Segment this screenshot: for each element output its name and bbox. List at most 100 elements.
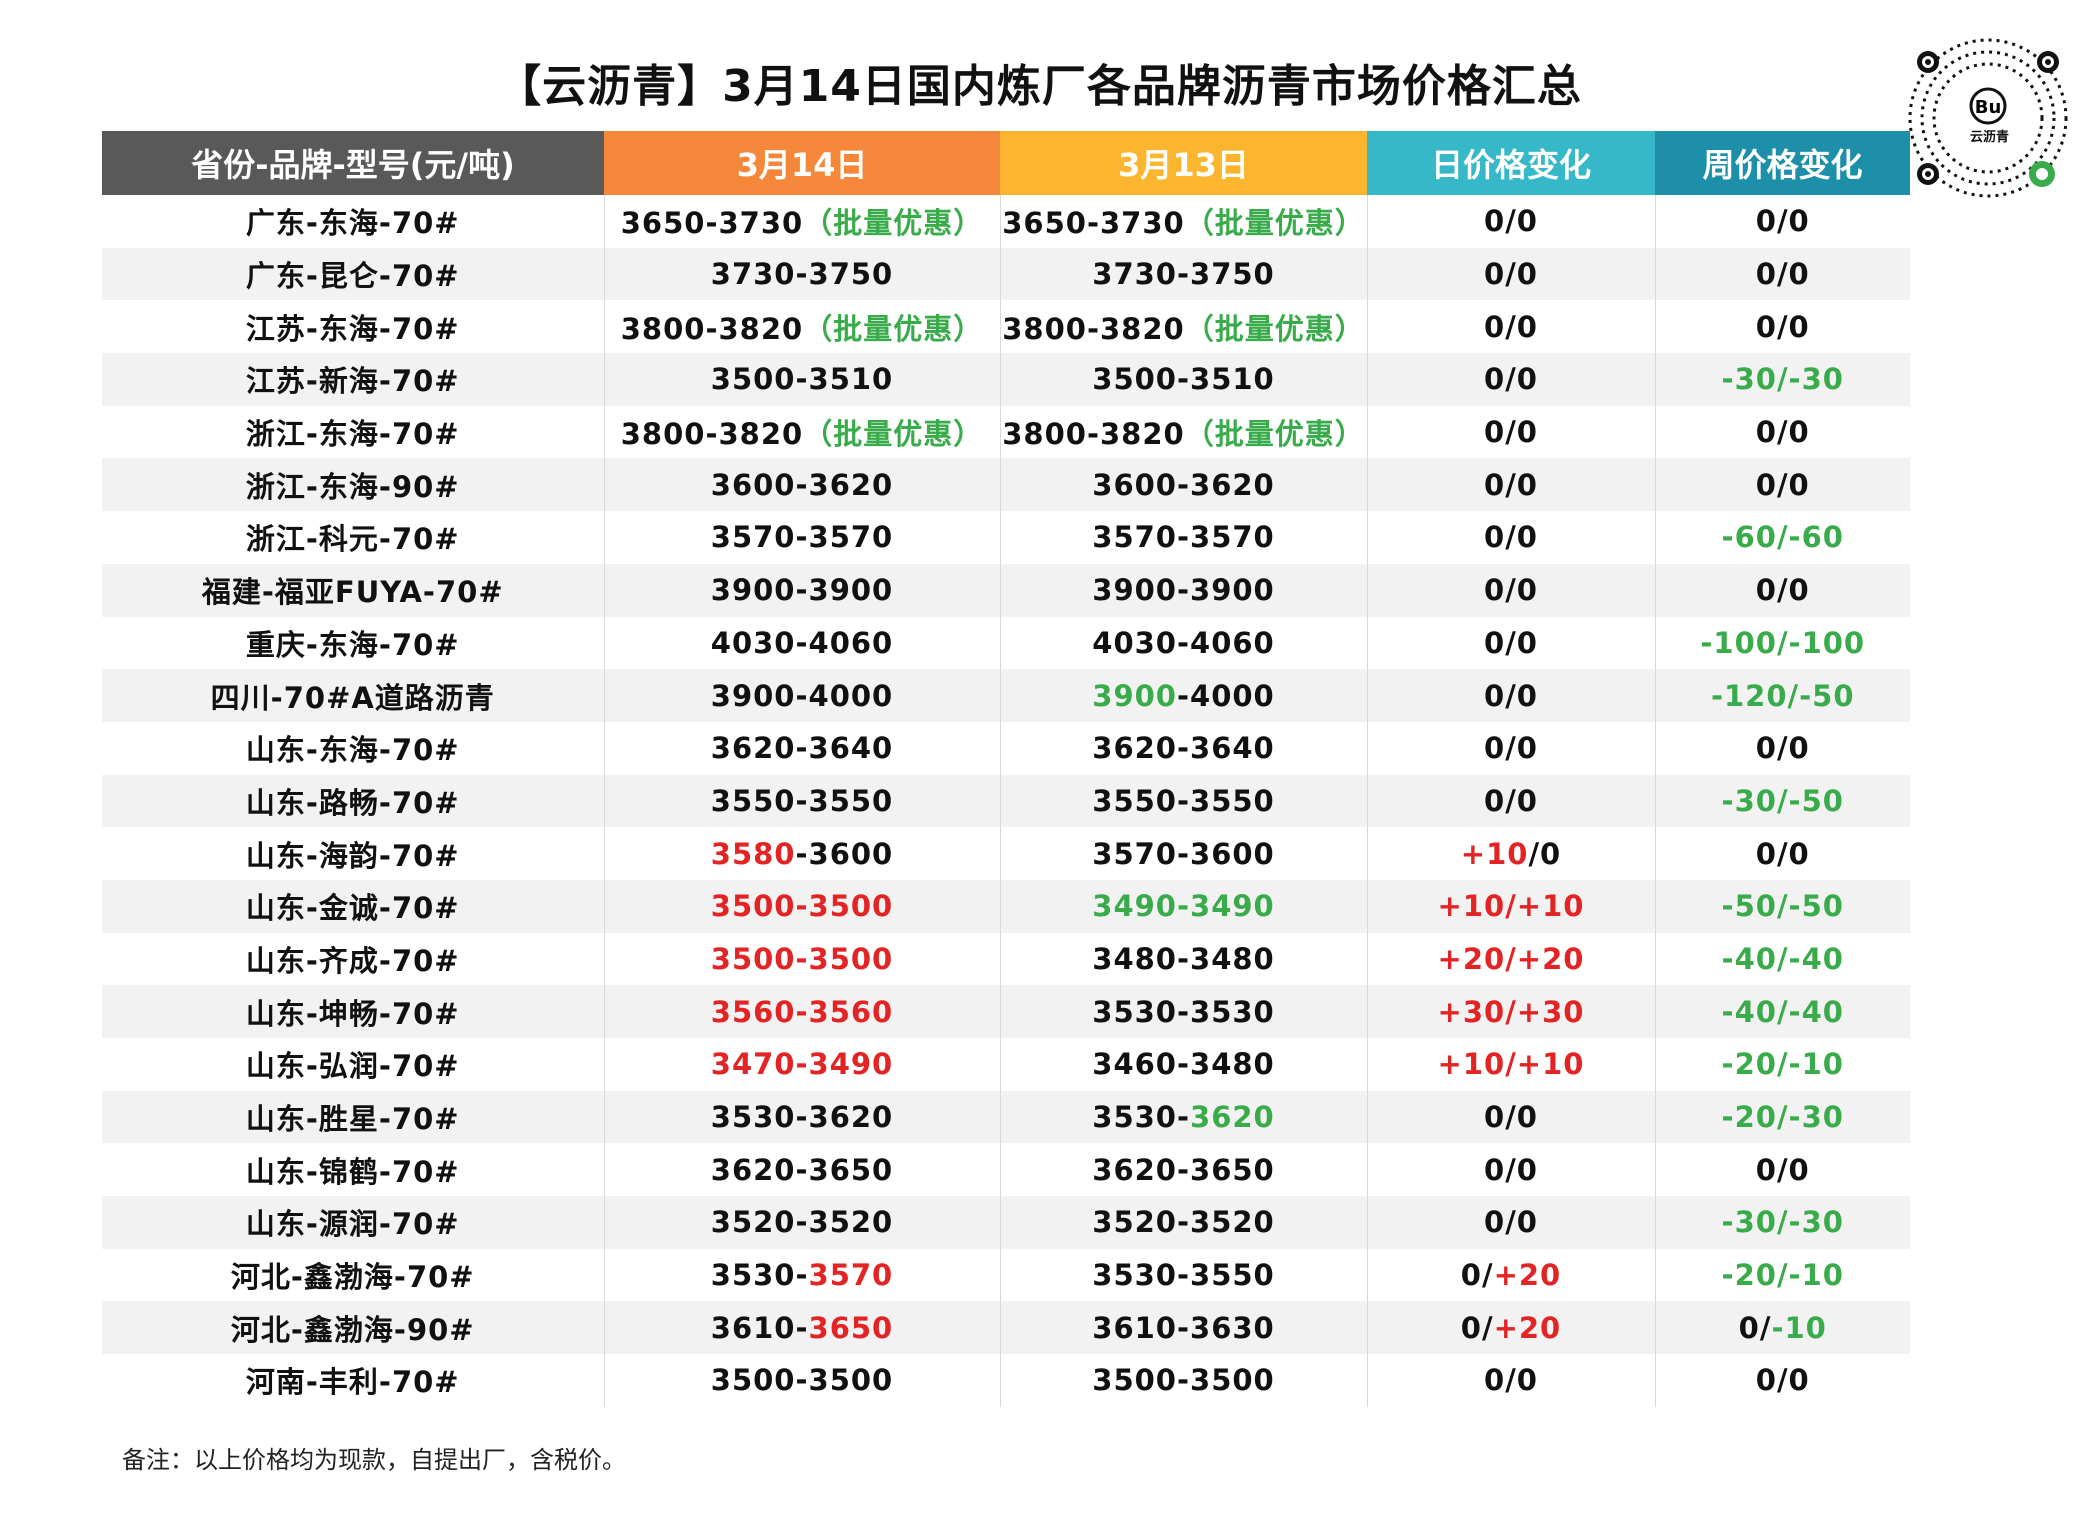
cell-text: 3470-3490 bbox=[710, 1047, 894, 1082]
table-row: 山东-海韵-70# 3580-3600 3570-3600 +10/0 0/0 bbox=[102, 827, 1910, 880]
cell-text: -50/-50 bbox=[1721, 889, 1844, 924]
cell-text: 3730-3750 bbox=[710, 257, 894, 292]
price-mar13-cell: 3460-3480 bbox=[1000, 1038, 1368, 1091]
brand-cell: 河北-鑫渤海-90# bbox=[102, 1301, 605, 1355]
logo-text: 云沥青 bbox=[1970, 130, 2010, 145]
price-mar13-cell: 3900-3900 bbox=[1000, 563, 1368, 617]
price-mar13-cell: 3800-3820（批量优惠） bbox=[1000, 300, 1368, 354]
cell-text: （批量优惠） bbox=[803, 206, 984, 241]
weekly-change-cell: -40/-40 bbox=[1655, 933, 1910, 986]
cell-text: 4030-4060 bbox=[710, 625, 894, 660]
cell-text: （批量优惠） bbox=[803, 417, 984, 452]
cell-text: 0/0 bbox=[1484, 415, 1538, 450]
cell-text: +10/+10 bbox=[1437, 1047, 1585, 1082]
price-mar14-cell: 4030-4060 bbox=[604, 616, 1001, 670]
header-mar-13: 3月13日 bbox=[1000, 131, 1367, 195]
cell-text: +30/+30 bbox=[1437, 994, 1585, 1029]
price-mar13-cell: 3900-4000 bbox=[1000, 669, 1368, 722]
daily-change-cell: +20/+20 bbox=[1367, 932, 1656, 986]
cell-text: 3650-3730 bbox=[620, 206, 804, 241]
weekly-change-cell: 0/0 bbox=[1655, 563, 1910, 617]
daily-change-cell: 0/0 bbox=[1367, 1143, 1656, 1197]
price-mar14-cell: 3610-3650 bbox=[604, 1301, 1001, 1355]
cell-text: 0/0 bbox=[1755, 836, 1810, 871]
table-header-row: 省份-品牌-型号(元/吨) 3月14日 3月13日 日价格变化 周价格变化 bbox=[102, 131, 1910, 195]
price-mar13-cell: 3600-3620 bbox=[1000, 458, 1368, 512]
price-mar14-cell: 3650-3730（批量优惠） bbox=[604, 195, 1001, 248]
cell-text: 0/0 bbox=[1484, 1205, 1538, 1240]
cell-text: -3600 bbox=[795, 836, 894, 871]
cell-text: 3570 bbox=[808, 1258, 894, 1293]
price-mar14-cell: 3530-3570 bbox=[604, 1248, 1001, 1302]
price-mar14-cell: 3530-3620 bbox=[604, 1090, 1001, 1144]
cell-text: 0/0 bbox=[1484, 362, 1538, 397]
table-row: 山东-路畅-70# 3550-3550 3550-3550 0/0 -30/-50 bbox=[102, 774, 1910, 828]
price-table: 省份-品牌-型号(元/吨) 3月14日 3月13日 日价格变化 周价格变化 广东… bbox=[102, 131, 1910, 1407]
daily-change-cell: 0/0 bbox=[1367, 1354, 1656, 1407]
cell-text: -20/-10 bbox=[1721, 1047, 1844, 1082]
cell-text: -30/-30 bbox=[1721, 362, 1844, 397]
weekly-change-cell: 0/0 bbox=[1655, 406, 1910, 459]
cell-text: 3620-3650 bbox=[1092, 1152, 1275, 1187]
weekly-change-cell: -120/-50 bbox=[1655, 669, 1910, 722]
cell-text: 4030-4060 bbox=[1092, 625, 1275, 660]
price-mar13-cell: 3570-3600 bbox=[1000, 827, 1368, 880]
brand-cell: 山东-胜星-70# bbox=[102, 1090, 605, 1144]
cell-text: -4000 bbox=[1176, 678, 1275, 713]
cell-text: -120/-50 bbox=[1710, 678, 1855, 713]
cell-text: 3600-3620 bbox=[1092, 467, 1275, 502]
weekly-change-cell: -100/-100 bbox=[1655, 617, 1910, 670]
price-mar14-cell: 3500-3500 bbox=[604, 932, 1001, 986]
price-mar14-cell: 3730-3750 bbox=[604, 247, 1001, 301]
cell-text: 3620 bbox=[1190, 1100, 1275, 1135]
daily-change-cell: 0/0 bbox=[1367, 774, 1656, 828]
brand-cell: 山东-东海-70# bbox=[102, 721, 605, 775]
cell-text: 0/0 bbox=[1484, 1100, 1538, 1135]
price-mar14-cell: 3600-3620 bbox=[604, 458, 1001, 512]
price-mar13-cell: 3480-3480 bbox=[1000, 932, 1368, 986]
daily-change-cell: 0/+20 bbox=[1367, 1301, 1656, 1355]
weekly-change-cell: -50/-50 bbox=[1655, 879, 1910, 933]
cell-text: 3500-3510 bbox=[710, 362, 894, 397]
table-row: 重庆-东海-70# 4030-4060 4030-4060 0/0 -100/-100 bbox=[102, 616, 1910, 670]
price-mar13-cell: 3620-3650 bbox=[1000, 1143, 1368, 1197]
table-row: 河南-丰利-70# 3500-3500 3500-3500 0/0 0/0 bbox=[102, 1354, 1910, 1407]
svg-text:Bu: Bu bbox=[1975, 97, 2002, 118]
table-row: 山东-齐成-70# 3500-3500 3480-3480 +20/+20 -40/-4… bbox=[102, 932, 1910, 986]
cell-text: 3900-3900 bbox=[710, 573, 894, 608]
weekly-change-cell: 0/0 bbox=[1655, 300, 1910, 353]
cell-text: （批量优惠） bbox=[803, 311, 984, 346]
weekly-change-cell: -30/-30 bbox=[1655, 353, 1910, 406]
price-mar14-cell: 3900-3900 bbox=[604, 563, 1001, 617]
cell-text: 3480-3480 bbox=[1092, 941, 1275, 976]
table-row: 山东-锦鹤-70# 3620-3650 3620-3650 0/0 0/0 bbox=[102, 1143, 1910, 1197]
price-mar13-cell: 3500-3510 bbox=[1000, 353, 1368, 406]
daily-change-cell: 0/0 bbox=[1367, 353, 1656, 406]
cell-text: 3800-3820 bbox=[1002, 417, 1185, 452]
cell-text: 3800-3820 bbox=[620, 417, 804, 452]
brand-cell: 河南-丰利-70# bbox=[102, 1354, 605, 1407]
cell-text: 3650 bbox=[808, 1310, 894, 1345]
cell-text: 3730-3750 bbox=[1092, 257, 1275, 292]
cell-text: 3530-3530 bbox=[1092, 994, 1275, 1029]
cell-text: 3500-3500 bbox=[710, 889, 894, 924]
daily-change-cell: +30/+30 bbox=[1367, 985, 1656, 1038]
table-row: 福建-福亚FUYA-70# 3900-3900 3900-3900 0/0 0/0 bbox=[102, 563, 1910, 617]
price-mar14-cell: 3580-3600 bbox=[604, 827, 1001, 880]
cell-text: -20/-30 bbox=[1721, 1100, 1844, 1135]
page-title: 【云沥青】3月14日国内炼厂各品牌沥青市场价格汇总 bbox=[497, 61, 1582, 112]
weekly-change-cell: -20/-30 bbox=[1655, 1090, 1910, 1144]
cell-text: 0/0 bbox=[1755, 309, 1810, 344]
table-row: 山东-弘润-70# 3470-3490 3460-3480 +10/+10 -20/-1… bbox=[102, 1038, 1910, 1091]
weekly-change-cell: -20/-10 bbox=[1655, 1249, 1910, 1302]
brand-cell: 浙江-东海-90# bbox=[102, 458, 605, 512]
cell-text: （批量优惠） bbox=[1184, 311, 1365, 346]
cell-text: 3560-3560 bbox=[710, 994, 894, 1029]
cell-text: 3900-3900 bbox=[1092, 573, 1275, 608]
cell-text: 0/0 bbox=[1755, 257, 1810, 292]
table-row: 浙江-东海-70# 3800-3820（批量优惠） 3800-3820（批量优惠） 0… bbox=[102, 405, 1910, 459]
price-mar14-cell: 3620-3650 bbox=[604, 1143, 1001, 1197]
table-row: 山东-源润-70# 3520-3520 3520-3520 0/0 -30/-30 bbox=[102, 1196, 1910, 1249]
daily-change-cell: +10/+10 bbox=[1367, 1038, 1656, 1091]
daily-change-cell: 0/0 bbox=[1367, 1090, 1656, 1144]
